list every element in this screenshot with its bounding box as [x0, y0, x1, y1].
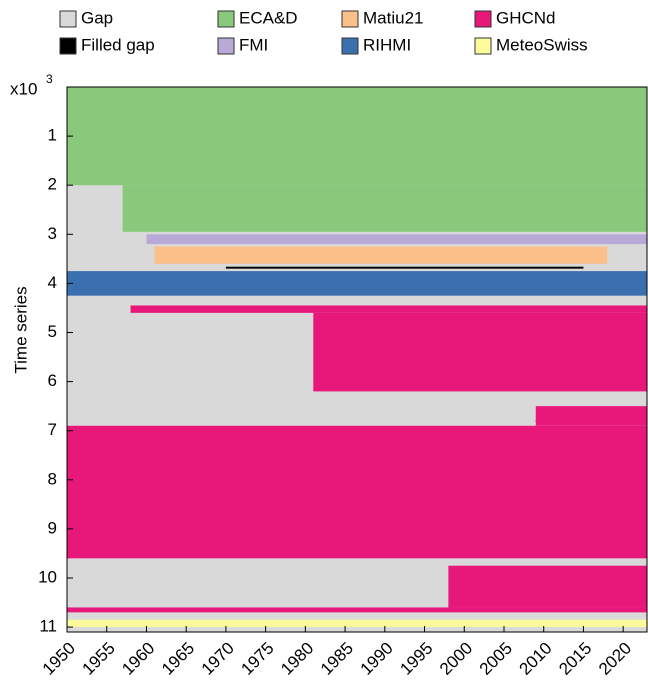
x-tick-label: 1975	[237, 639, 277, 679]
plot-frame	[66, 86, 648, 633]
x-tick-label: 1950	[39, 639, 79, 679]
y-tick-label: 7	[48, 420, 57, 439]
y-axis-label: Time series	[11, 286, 30, 373]
x-tick-label: 1980	[277, 639, 317, 679]
y-tick-label: 1	[48, 126, 57, 145]
legend-label: FMI	[239, 35, 268, 54]
coverage-block	[122, 185, 647, 232]
coverage-block	[313, 312, 647, 392]
coverage-block	[146, 234, 647, 245]
legend-swatch	[474, 10, 492, 28]
legend-swatch	[217, 10, 235, 28]
y-tick-label: 10	[38, 567, 57, 586]
coverage-block	[448, 565, 647, 608]
x-tick-label: 1960	[118, 639, 158, 679]
y-tick-label: 3	[48, 224, 57, 243]
x-tick-label: 1970	[198, 639, 238, 679]
legend-swatch	[341, 10, 359, 28]
legend-label: Matiu21	[363, 8, 423, 27]
coverage-block	[67, 87, 647, 186]
legend-label: RIHMI	[363, 35, 411, 54]
y-tick-label: 5	[48, 322, 57, 341]
legend-label: ECA&D	[239, 8, 298, 27]
legend-label: MeteoSwiss	[496, 35, 588, 54]
coverage-block	[67, 619, 647, 628]
x-tick-label: 2005	[476, 639, 516, 679]
legend-swatch	[474, 37, 492, 55]
x-tick-label: 1995	[396, 639, 436, 679]
coverage-block	[67, 271, 647, 296]
coverage-block	[535, 406, 647, 426]
x-tick-label: 1985	[317, 639, 357, 679]
y-tick-label: 6	[48, 371, 57, 390]
legend-swatch	[217, 37, 235, 55]
y-multiplier: x10	[10, 79, 37, 98]
coverage-block	[225, 266, 584, 269]
y-tick-label: 4	[48, 273, 57, 292]
y-multiplier-exponent: 3	[46, 72, 53, 86]
x-tick-label: 1965	[158, 639, 198, 679]
legend-swatch	[341, 37, 359, 55]
legend-swatch	[59, 10, 77, 28]
legend-label: GHCNd	[496, 8, 556, 27]
x-tick-label: 2020	[595, 639, 635, 679]
y-tick-label: 11	[39, 617, 57, 636]
legend-label: Gap	[81, 8, 113, 27]
x-tick-label: 2000	[436, 639, 476, 679]
y-tick-label: 9	[48, 518, 57, 537]
x-tick-label: 2010	[516, 639, 556, 679]
coverage-block	[154, 246, 608, 264]
y-tick-label: 8	[48, 469, 57, 488]
coverage-block	[67, 607, 647, 613]
x-tick-label: 1955	[79, 639, 119, 679]
x-tick-label: 1990	[357, 639, 397, 679]
coverage-block	[130, 305, 647, 313]
legend-swatch	[59, 37, 77, 55]
x-tick-label: 2015	[555, 639, 595, 679]
legend-label: Filled gap	[81, 35, 155, 54]
y-tick-label: 2	[48, 175, 57, 194]
coverage-block	[67, 425, 647, 559]
